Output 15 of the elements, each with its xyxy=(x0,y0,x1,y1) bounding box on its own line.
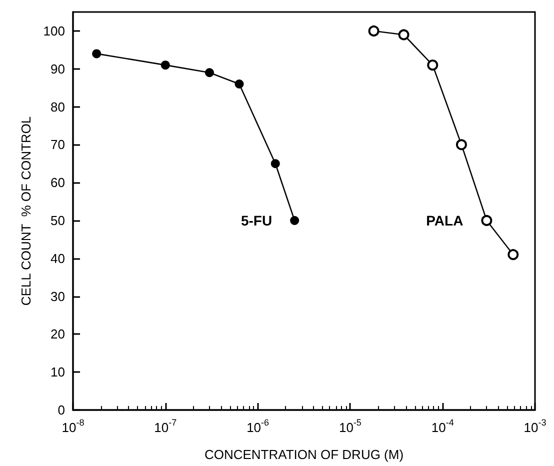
y-tick-label: 90 xyxy=(50,61,65,76)
y-tick-label: 0 xyxy=(58,402,65,418)
x-axis-title: CONCENTRATION OF DRUG (M) xyxy=(204,447,404,462)
y-tick-label: 50 xyxy=(50,212,65,228)
y-tick-label: 60 xyxy=(50,175,65,190)
series-label: 5-FU xyxy=(240,212,272,228)
series-label: PALA xyxy=(426,212,464,228)
y-tick-label: 100 xyxy=(43,23,65,38)
y-tick-label: 40 xyxy=(50,250,65,266)
y-tick-label: 30 xyxy=(50,288,65,304)
y-tick-label: 10 xyxy=(50,364,65,380)
y-tick-label: 20 xyxy=(50,326,65,342)
y-axis-title: CELL COUNT % OF CONTROL xyxy=(18,116,34,306)
y-tick-label: 70 xyxy=(50,137,65,152)
y-tick-label: 80 xyxy=(50,99,65,114)
